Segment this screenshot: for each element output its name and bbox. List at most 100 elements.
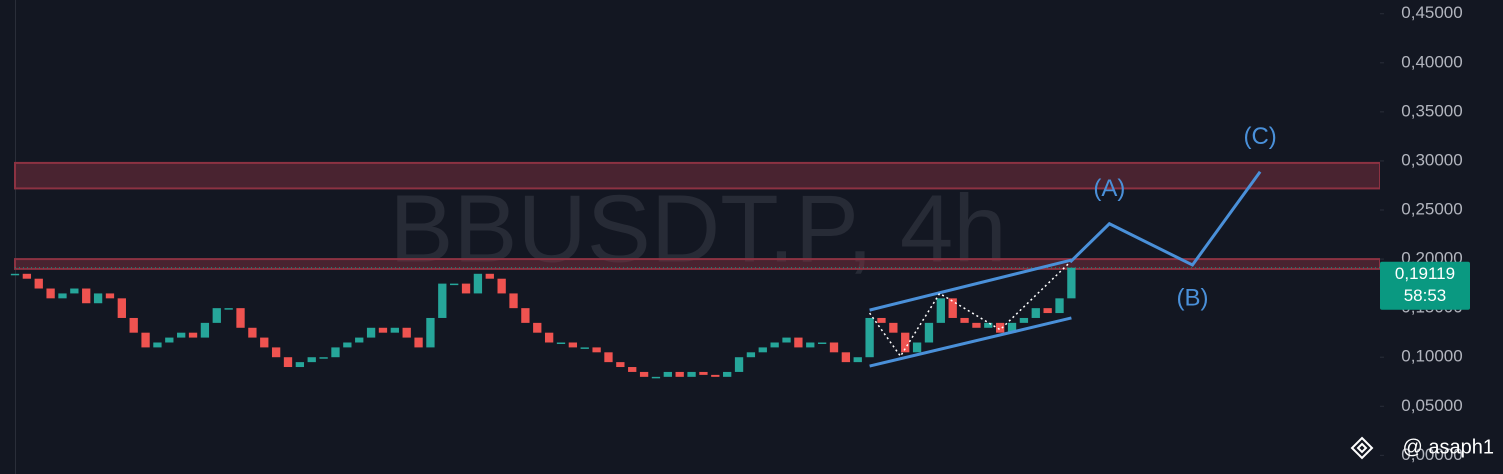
y-tick-label: 0,10000 bbox=[1401, 347, 1462, 366]
channel-lower bbox=[869, 316, 1072, 368]
y-tick-label: 0,45000 bbox=[1401, 3, 1462, 22]
resistance-zone bbox=[14, 161, 1381, 190]
price-candle bbox=[1031, 308, 1040, 318]
price-candle bbox=[283, 357, 293, 368]
price-candle bbox=[390, 327, 399, 333]
price-candle bbox=[46, 288, 55, 299]
y-tick-label: 0,05000 bbox=[1401, 396, 1462, 415]
price-candle bbox=[295, 362, 305, 368]
price-candle bbox=[260, 337, 269, 348]
price-label: 0,19119 bbox=[1395, 264, 1455, 283]
price-candle bbox=[307, 357, 316, 363]
price-candle bbox=[877, 317, 886, 323]
price-candle bbox=[271, 347, 281, 358]
price-candle bbox=[188, 332, 198, 338]
author-handle: @ asaph1 bbox=[1403, 436, 1494, 458]
price-candle bbox=[93, 293, 103, 304]
y-tick-label: 0,40000 bbox=[1401, 52, 1462, 71]
price-candle bbox=[485, 273, 494, 279]
y-axis: 0,450000,400000,350000,300000,250000,200… bbox=[1380, 0, 1503, 474]
price-candle bbox=[497, 278, 506, 294]
price-candle bbox=[236, 308, 245, 328]
price-candle bbox=[378, 327, 388, 333]
price-candle bbox=[10, 273, 20, 276]
price-candle bbox=[331, 347, 340, 358]
price-candle bbox=[200, 322, 210, 338]
price-candle bbox=[521, 308, 530, 323]
price-candle bbox=[1067, 267, 1076, 299]
price-candle bbox=[1019, 317, 1029, 323]
price-candle bbox=[319, 357, 328, 359]
price-candle bbox=[972, 322, 981, 328]
price-candle bbox=[1055, 298, 1064, 314]
price-candle bbox=[105, 293, 115, 299]
channel-upper bbox=[869, 258, 1072, 312]
price-candle bbox=[1007, 322, 1017, 333]
price-candle bbox=[355, 337, 364, 343]
price-candle bbox=[829, 342, 839, 353]
price-candle bbox=[129, 317, 138, 333]
price-candle bbox=[58, 293, 67, 299]
price-candle bbox=[461, 283, 471, 294]
price-candle bbox=[948, 298, 957, 318]
price-candle bbox=[996, 322, 1005, 333]
price-candle bbox=[177, 332, 186, 338]
y-tick-label: 0,30000 bbox=[1401, 150, 1462, 169]
price-candle bbox=[533, 322, 542, 333]
price-candle bbox=[248, 327, 257, 338]
price-candle bbox=[604, 352, 613, 363]
price-candle bbox=[806, 342, 815, 348]
price-candle bbox=[450, 283, 459, 286]
price-candle bbox=[343, 342, 352, 348]
price-candle bbox=[746, 352, 756, 358]
price-candle bbox=[141, 332, 150, 348]
price-candle bbox=[1043, 308, 1052, 314]
y-tick-label: 0,35000 bbox=[1401, 101, 1462, 120]
price-candle bbox=[628, 367, 637, 372]
price-candle bbox=[687, 371, 696, 377]
price-candle bbox=[889, 322, 898, 333]
price-candle bbox=[699, 371, 708, 375]
price-candle bbox=[984, 322, 993, 328]
price-candle bbox=[212, 308, 221, 323]
price-candle bbox=[758, 347, 767, 353]
price-candle bbox=[34, 278, 43, 289]
price-candle bbox=[402, 327, 411, 338]
y-tick-label: 0,25000 bbox=[1401, 199, 1462, 218]
price-candle bbox=[734, 357, 744, 372]
price-candle bbox=[960, 317, 969, 323]
price-candle bbox=[912, 342, 922, 353]
price-candle bbox=[473, 273, 483, 294]
price-candle bbox=[556, 342, 566, 344]
price-candle bbox=[865, 317, 874, 358]
price-candle bbox=[165, 337, 174, 343]
countdown: 58:53 bbox=[1404, 286, 1447, 305]
projection-path bbox=[1069, 170, 1262, 267]
price-candle bbox=[651, 376, 661, 379]
wave-zigzag bbox=[868, 261, 1071, 358]
price-candle bbox=[782, 337, 791, 343]
price-candle bbox=[794, 337, 803, 348]
price-candle bbox=[592, 347, 601, 353]
price-candle bbox=[224, 308, 233, 310]
price-candle bbox=[568, 342, 578, 348]
price-candle bbox=[22, 273, 32, 279]
logo bbox=[1350, 436, 1374, 460]
price-candle bbox=[580, 347, 589, 349]
price-candle bbox=[723, 371, 732, 377]
wave-label: (A) bbox=[1093, 175, 1125, 202]
price-candle bbox=[153, 342, 162, 348]
price-candle bbox=[616, 362, 625, 368]
wave-label: (B) bbox=[1176, 284, 1208, 311]
price-candle bbox=[770, 342, 779, 348]
price-candle bbox=[711, 374, 720, 377]
watermark: BBUSDT.P, 4h bbox=[389, 175, 1006, 282]
price-candle bbox=[853, 357, 862, 363]
price-candle bbox=[414, 337, 423, 348]
plot-area: (A) (B) (C) bbox=[10, 123, 1381, 379]
price-candle bbox=[117, 298, 126, 318]
price-candle bbox=[901, 332, 910, 353]
